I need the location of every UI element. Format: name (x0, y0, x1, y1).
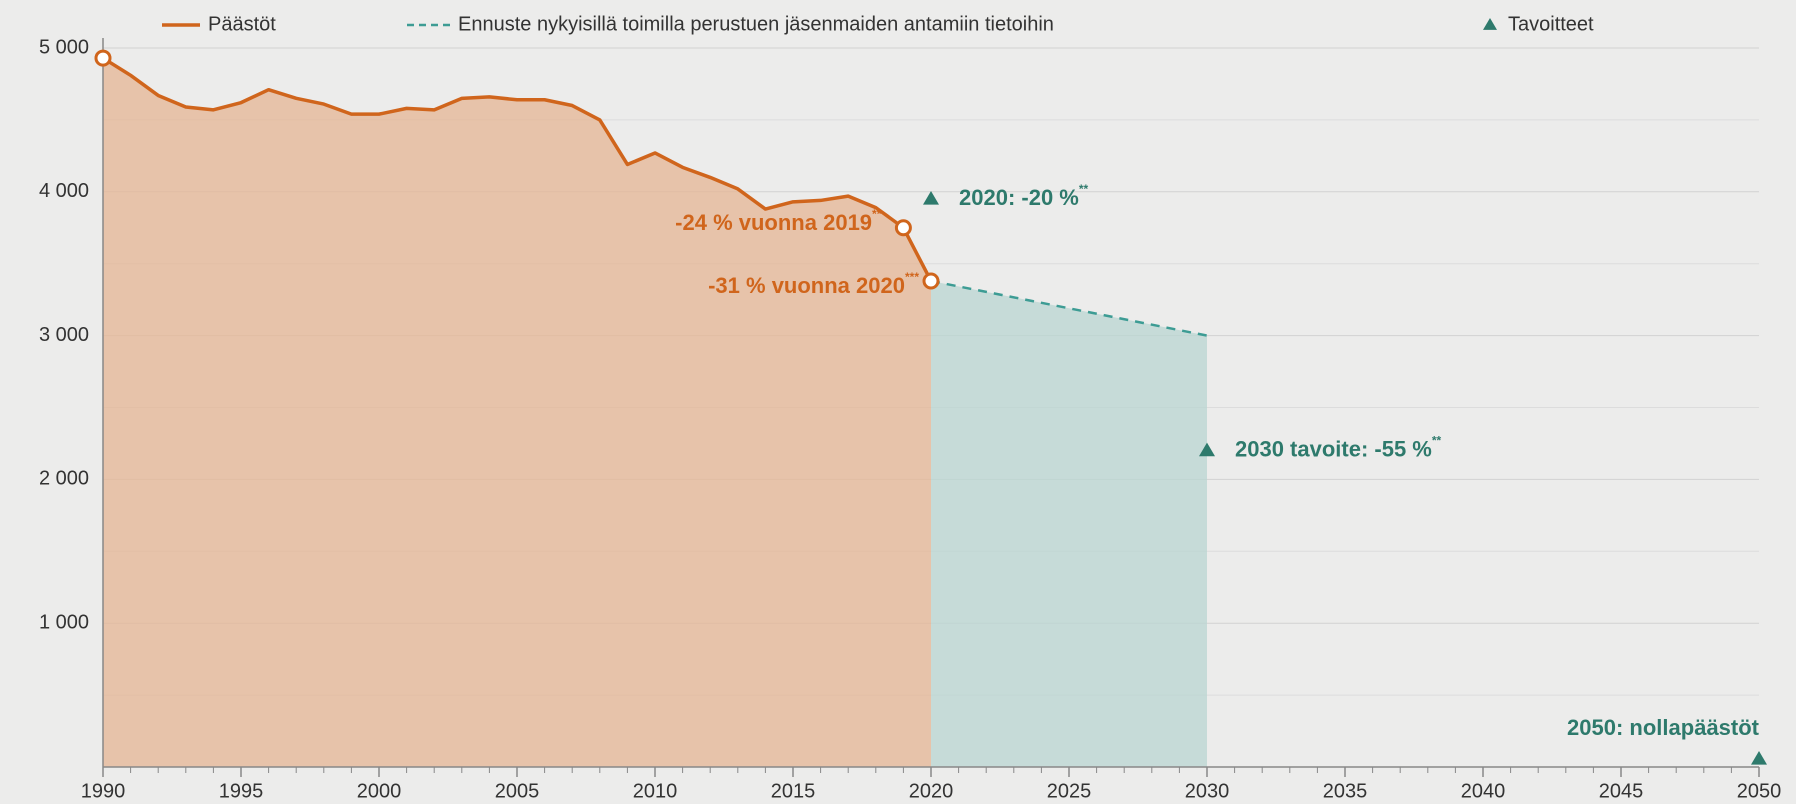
x-tick-label: 2030 (1185, 780, 1230, 802)
legend-label: Päästöt (208, 13, 276, 35)
x-tick-label: 2005 (495, 780, 540, 802)
x-tick-label: 2040 (1461, 780, 1506, 802)
legend-label: Tavoitteet (1508, 13, 1594, 35)
annotation-text: -24 % vuonna 2019 (675, 210, 872, 235)
annotation-sup: ** (872, 207, 882, 221)
y-tick-label: 3 000 (39, 324, 89, 346)
y-tick-label: 1 000 (39, 611, 89, 633)
legend-label: Ennuste nykyisillä toimilla perustuen jä… (458, 13, 1054, 35)
target-marker (923, 190, 939, 205)
legend-swatch (1483, 18, 1497, 30)
y-tick-label: 4 000 (39, 180, 89, 202)
annotation-sup: *** (905, 270, 919, 284)
point-marker (94, 49, 112, 67)
annotation: 2020: -20 %** (959, 182, 1089, 210)
series-line (102, 56, 933, 282)
x-tick-label: 2000 (357, 780, 402, 802)
annotation-text: 2030 tavoite: -55 % (1235, 436, 1432, 461)
annotation: -31 % vuonna 2020*** (708, 270, 919, 298)
x-tick-label: 2025 (1047, 780, 1092, 802)
area (931, 280, 1207, 767)
annotation: 2030 tavoite: -55 %** (1235, 434, 1442, 462)
annotation: -24 % vuonna 2019** (675, 207, 882, 235)
x-tick-label: 2020 (909, 780, 954, 802)
x-tick-label: 2015 (771, 780, 816, 802)
annotation-text: 2020: -20 % (959, 185, 1079, 210)
annotation: 2050: nollapäästöt (1567, 715, 1760, 740)
y-tick-label: 5 000 (39, 36, 89, 58)
annotation-text: -31 % vuonna 2020 (708, 273, 905, 298)
x-tick-label: 2035 (1323, 780, 1368, 802)
annotation-sup: ** (1079, 182, 1089, 196)
target-marker (1751, 751, 1767, 765)
x-tick-label: 2045 (1599, 780, 1644, 802)
annotation-text: 2050: nollapäästöt (1567, 715, 1760, 740)
annotation-sup: ** (1432, 434, 1442, 448)
target-marker (1199, 442, 1215, 457)
area (103, 58, 931, 768)
x-tick-label: 2010 (633, 780, 678, 802)
x-tick-label: 1990 (81, 780, 126, 802)
x-tick-label: 2050 (1737, 780, 1782, 802)
point-marker (922, 272, 940, 290)
x-tick-label: 1995 (219, 780, 264, 802)
point-marker (894, 219, 912, 237)
y-tick-label: 2 000 (39, 468, 89, 490)
